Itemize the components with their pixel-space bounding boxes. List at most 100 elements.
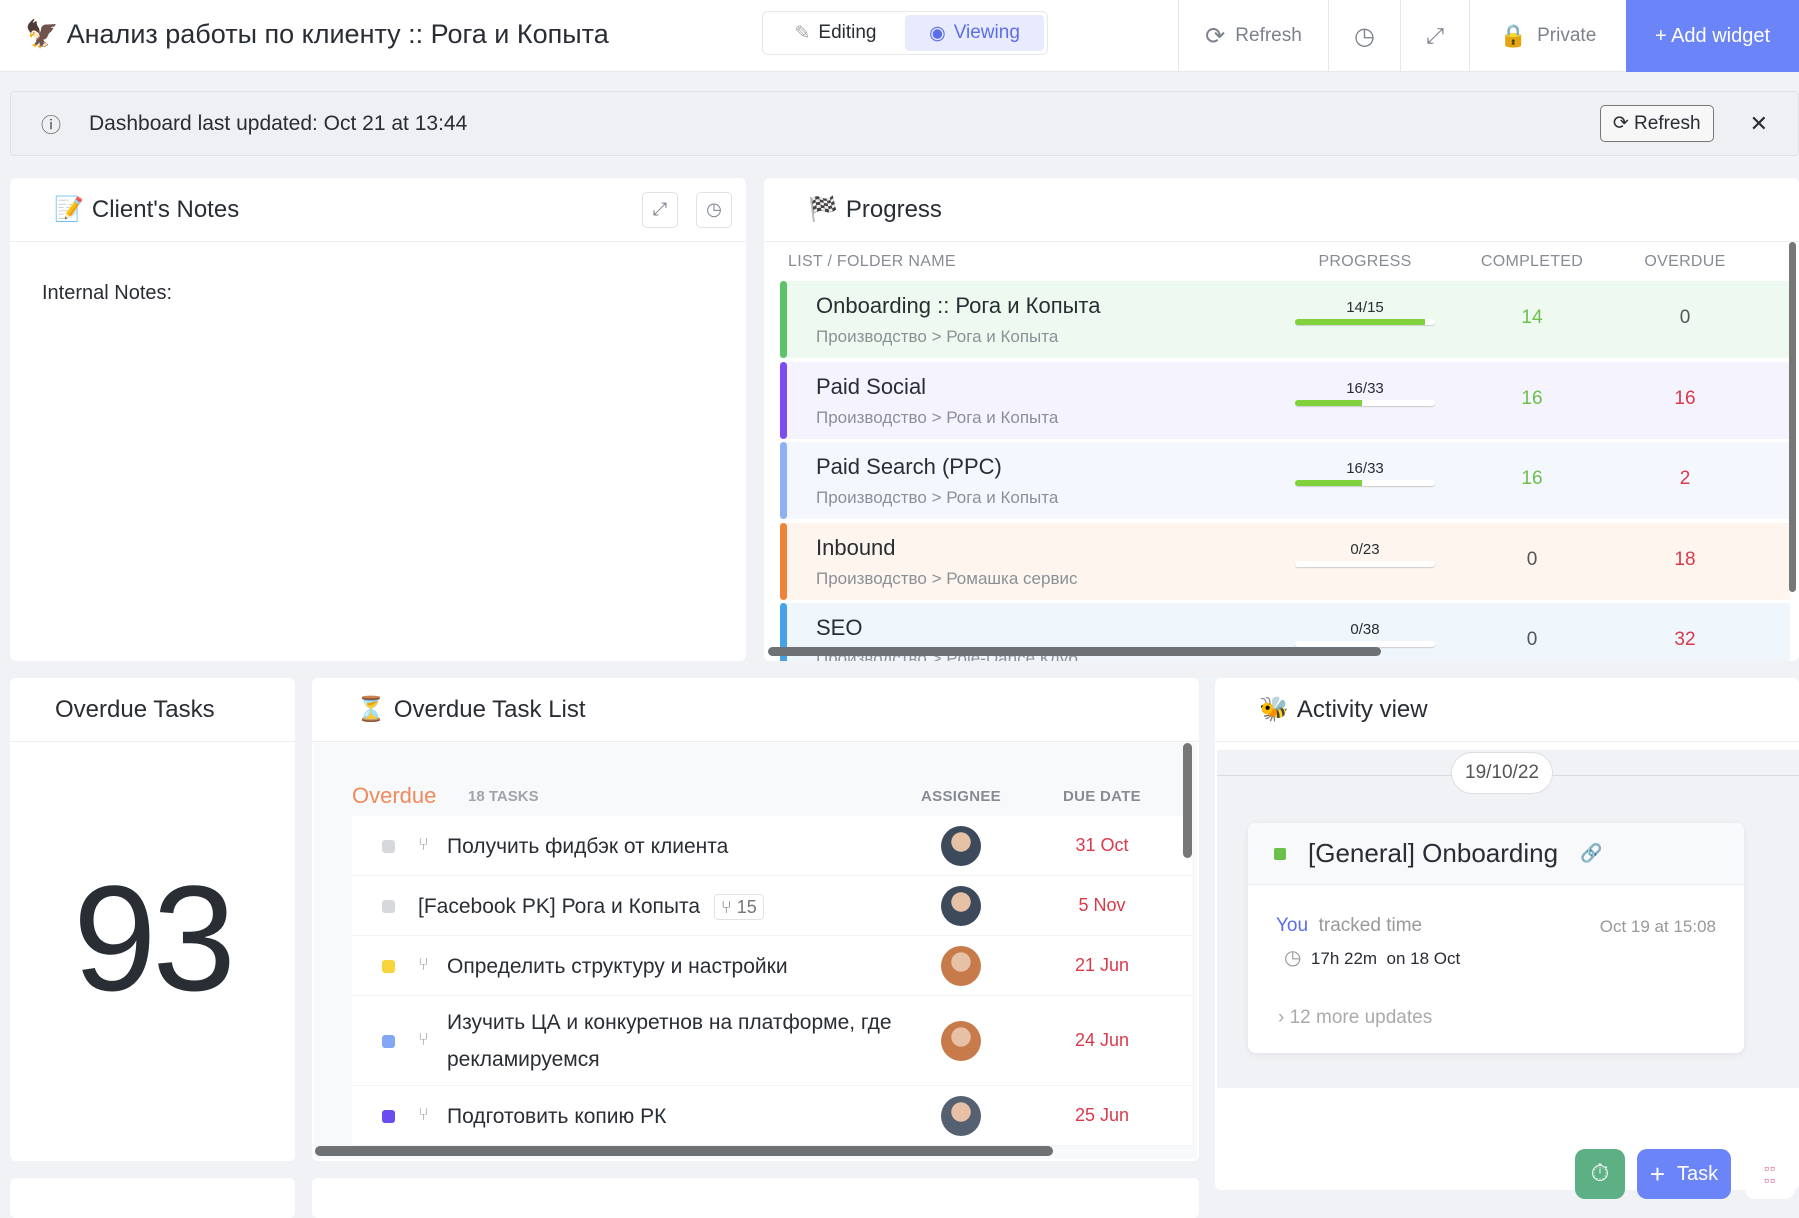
add-widget-button[interactable]: + Add widget xyxy=(1626,0,1799,72)
assignee-avatar[interactable] xyxy=(941,1021,981,1061)
refresh-button[interactable]: ⟳ Refresh xyxy=(1178,0,1328,72)
vertical-scrollbar[interactable] xyxy=(1183,743,1192,858)
progress-fraction: 0/38 xyxy=(1350,621,1380,638)
activity-timestamp: Oct 19 at 15:08 xyxy=(1599,917,1716,936)
activity-card: [General] Onboarding 🔗 You tracked time O… xyxy=(1248,823,1744,1053)
group-label[interactable]: Overdue xyxy=(352,783,437,808)
list-path: Производство > Ромашка сервис xyxy=(816,568,1078,588)
progress-fraction: 0/23 xyxy=(1350,540,1380,558)
due-date[interactable]: 25 Jun xyxy=(1074,1105,1130,1125)
subtask-count-badge[interactable]: ⑂ 15 xyxy=(713,894,764,920)
mode-toggle: ✎ Editing ◉ Viewing xyxy=(762,11,1048,55)
vertical-scrollbar[interactable] xyxy=(1789,242,1796,592)
checkered-flag-icon: 🏁 xyxy=(808,196,838,223)
due-date[interactable]: 21 Jun xyxy=(1074,955,1130,975)
progress-fill xyxy=(1295,480,1363,486)
column-header-progress: PROGRESS xyxy=(1318,253,1412,270)
widget-title: Activity view xyxy=(1296,695,1428,723)
due-date[interactable]: 31 Oct xyxy=(1075,835,1129,855)
status-checkbox[interactable] xyxy=(382,960,395,973)
assignee-avatar[interactable] xyxy=(941,1096,981,1136)
list-name[interactable]: Paid Search (PPC) xyxy=(816,454,1002,479)
assignee-avatar[interactable] xyxy=(941,886,981,926)
editing-mode-button[interactable]: ✎ Editing xyxy=(794,22,877,44)
history-button[interactable]: ◷ xyxy=(696,191,732,228)
lock-icon: 🔒 xyxy=(1499,23,1528,48)
new-task-button[interactable]: + Task xyxy=(1637,1149,1731,1199)
overdue-count: 93 xyxy=(73,854,236,1022)
fullscreen-button[interactable]: ⤢ xyxy=(1400,0,1469,72)
task-name[interactable]: [Facebook PK] Рога и Копыта ⑂ 15 xyxy=(418,888,878,926)
list-path: Производство > Рога и Копыта xyxy=(816,327,1059,346)
apps-button[interactable]: ▫▫ ▫▫ xyxy=(1745,1149,1795,1199)
more-updates-toggle[interactable]: › 12 more updates xyxy=(1278,1007,1433,1028)
progress-row[interactable]: Paid Social Производство > Рога и Копыта… xyxy=(780,361,1790,439)
status-square xyxy=(1274,847,1286,860)
task-row[interactable]: ⑂ Определить структуру и настройки 21 Ju… xyxy=(352,936,1192,996)
progress-fraction: 14/15 xyxy=(1346,299,1384,316)
list-name[interactable]: Onboarding :: Рога и Копыта xyxy=(816,293,1101,318)
link-icon[interactable]: 🔗 xyxy=(1580,843,1603,863)
status-checkbox[interactable] xyxy=(382,1035,395,1048)
widget-title: Overdue Task List xyxy=(393,695,586,723)
column-header-due-date: DUE DATE xyxy=(1063,788,1141,805)
completed-count: 16 xyxy=(1521,468,1543,489)
pencil-icon: ✎ xyxy=(794,22,811,44)
assignee-avatar[interactable] xyxy=(941,826,981,866)
column-header-completed: COMPLETED xyxy=(1480,253,1584,270)
close-icon[interactable]: ✕ xyxy=(1749,110,1768,136)
task-row[interactable]: ⑂ Изучить ЦА и конкуретнов на платформе,… xyxy=(352,996,1192,1086)
timer-button[interactable]: ⏱ xyxy=(1575,1149,1625,1199)
task-name[interactable]: Изучить ЦА и конкуретнов на платформе, г… xyxy=(447,1011,892,1071)
overdue-count: 2 xyxy=(1679,468,1691,489)
progress-row[interactable]: Paid Search (PPC) Производство > Рога и … xyxy=(780,442,1790,519)
column-header-name: LIST / FOLDER NAME xyxy=(788,253,956,270)
update-banner: ⓘ Dashboard last updated: Oct 21 at 13:4… xyxy=(10,91,1799,156)
task-row[interactable]: [Facebook PK] Рога и Копыта ⑂ 15 5 Nov xyxy=(352,876,1192,936)
notes-content[interactable]: Internal Notes: xyxy=(42,282,173,304)
task-link[interactable]: [General] Onboarding xyxy=(1308,838,1559,868)
task-name[interactable]: Подготовить копию РК xyxy=(447,1105,667,1128)
status-checkbox[interactable] xyxy=(382,840,395,853)
due-date[interactable]: 5 Nov xyxy=(1078,895,1126,915)
task-row[interactable]: ⑂ Получить фидбэк от клиента 31 Oct xyxy=(352,816,1192,876)
private-button[interactable]: 🔒 Private xyxy=(1469,0,1626,72)
progress-bar xyxy=(1295,480,1435,486)
progress-bar xyxy=(1295,641,1435,647)
user-link[interactable]: You xyxy=(1276,915,1309,936)
info-icon: ⓘ xyxy=(41,115,61,137)
list-name[interactable]: Paid Social xyxy=(816,373,927,399)
assignee-avatar[interactable] xyxy=(941,946,981,986)
horizontal-scrollbar[interactable] xyxy=(768,647,1381,656)
completed-count: 0 xyxy=(1526,629,1538,650)
task-row[interactable]: ⑂ Подготовить копию РК 25 Jun xyxy=(352,1086,1192,1146)
widget-stub xyxy=(10,1178,295,1218)
column-header-overdue: OVERDUE xyxy=(1644,253,1726,270)
progress-bar xyxy=(1295,399,1435,406)
history-button[interactable]: ◷ xyxy=(1328,0,1400,72)
hourglass-icon: ⏳ xyxy=(356,696,386,723)
memo-icon: 📝 xyxy=(54,196,84,223)
progress-row[interactable]: Onboarding :: Рога и Копыта Производство… xyxy=(780,281,1790,358)
status-checkbox[interactable] xyxy=(382,1110,395,1123)
eye-icon: ◉ xyxy=(929,22,946,44)
list-name[interactable]: SEO xyxy=(816,615,863,640)
horizontal-scrollbar[interactable] xyxy=(315,1146,1053,1156)
progress-row[interactable]: Inbound Производство > Ромашка сервис 0/… xyxy=(780,522,1790,600)
due-date[interactable]: 24 Jun xyxy=(1074,1030,1130,1050)
completed-count: 16 xyxy=(1521,387,1543,409)
bee-icon: 🐝 xyxy=(1259,696,1289,723)
top-bar xyxy=(0,0,1799,72)
expand-widget-button[interactable]: ⤢ xyxy=(642,191,678,228)
banner-refresh-button[interactable]: ⟳ Refresh xyxy=(1599,105,1714,142)
overdue-count: 0 xyxy=(1679,307,1691,328)
task-name[interactable]: Получить фидбэк от клиента xyxy=(447,835,729,858)
list-name[interactable]: Inbound xyxy=(816,534,896,560)
task-name[interactable]: Определить структуру и настройки xyxy=(447,955,788,978)
overdue-tasks-widget: Overdue Tasks 93 xyxy=(10,678,295,1161)
completed-count: 14 xyxy=(1521,307,1543,328)
progress-fraction: 16/33 xyxy=(1346,460,1384,477)
viewing-mode-button[interactable]: ◉ Viewing xyxy=(905,15,1044,51)
status-checkbox[interactable] xyxy=(382,900,395,913)
progress-fraction: 16/33 xyxy=(1346,379,1384,397)
